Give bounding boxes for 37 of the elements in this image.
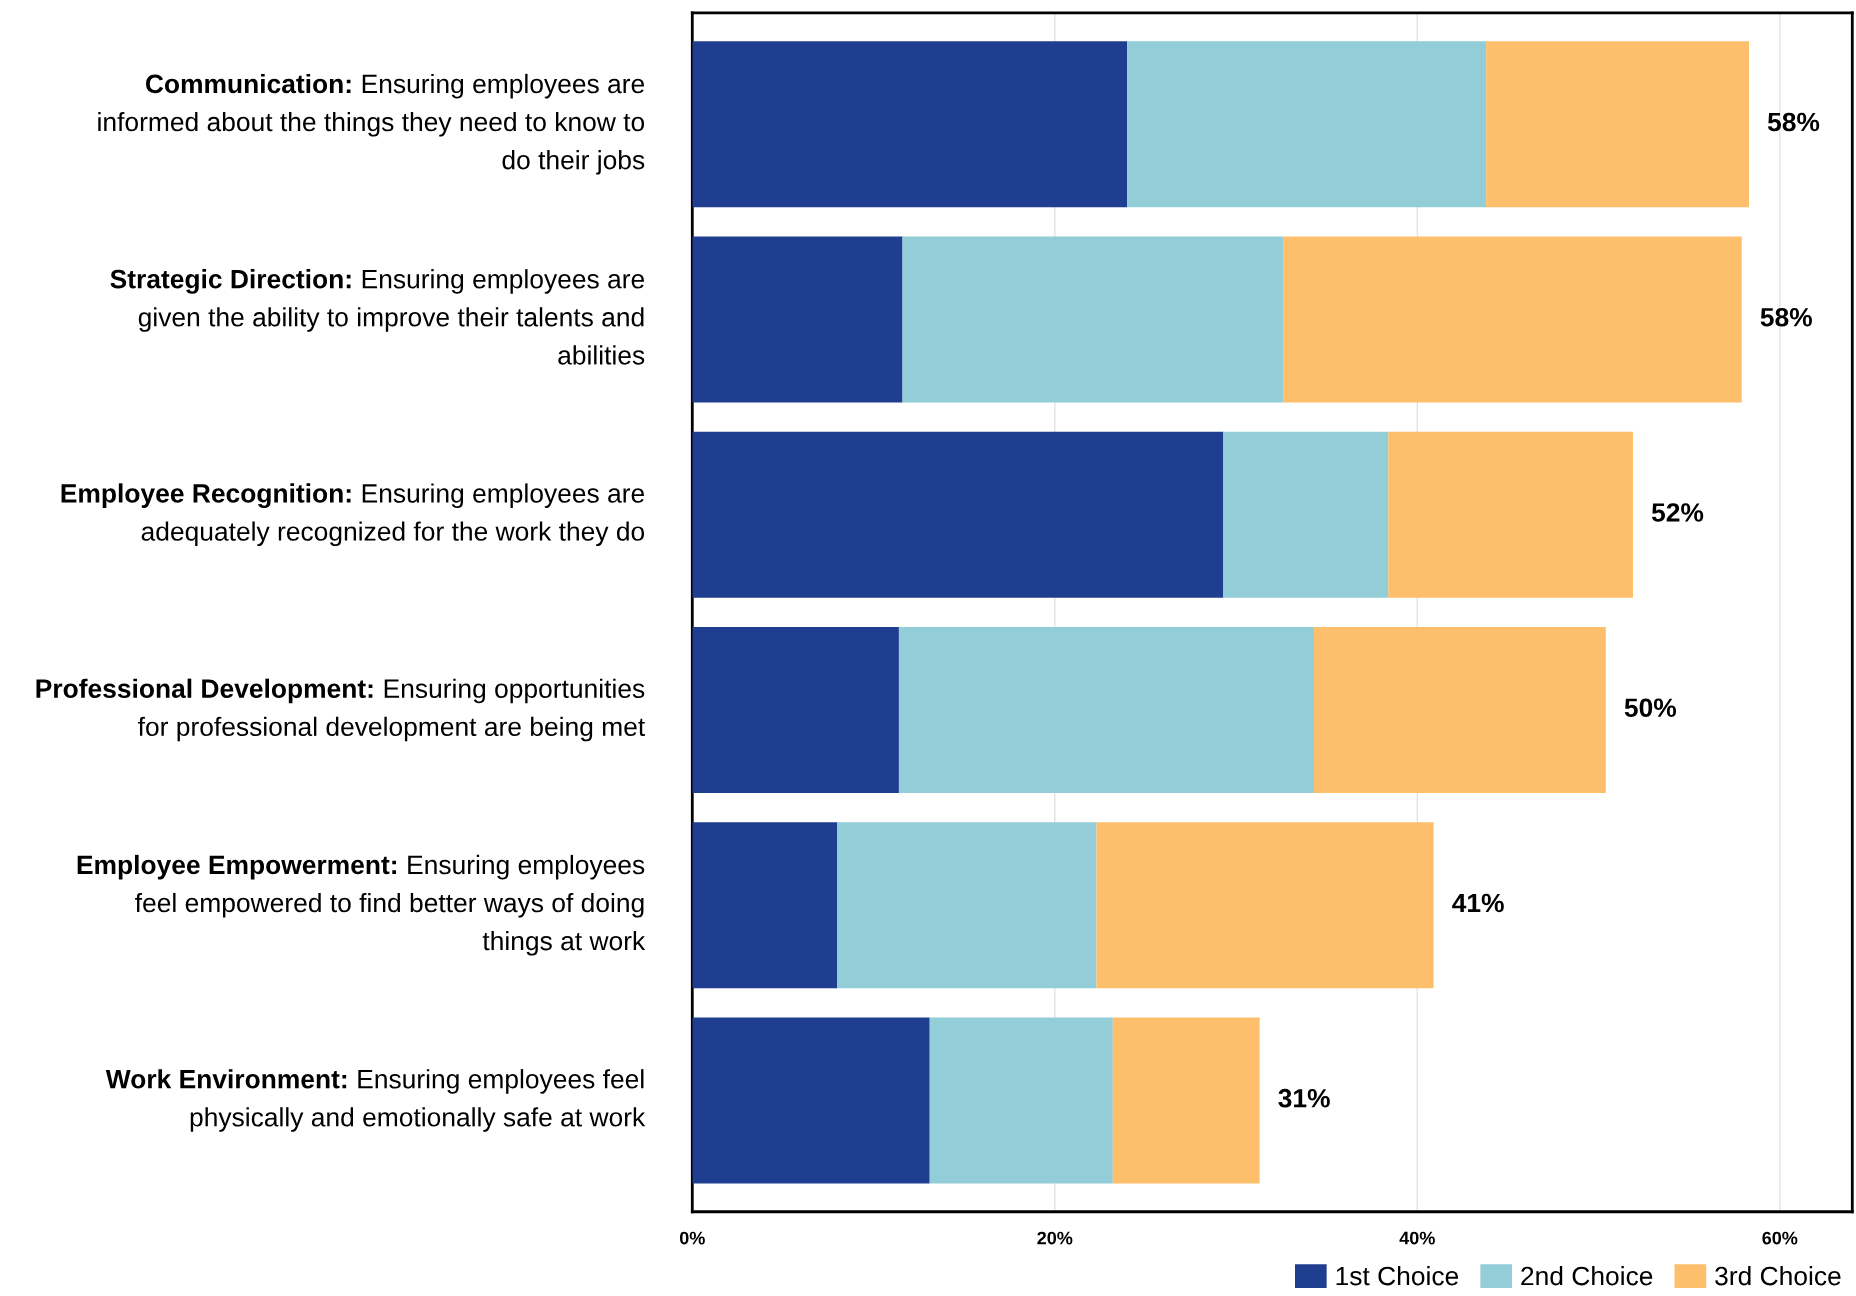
- bar: [1313, 627, 1606, 793]
- x-tick-label: 20%: [1037, 1231, 1073, 1245]
- total-label: 31%: [1278, 1088, 1330, 1108]
- bar: [1127, 41, 1487, 208]
- bar: [1112, 1017, 1260, 1184]
- bar: [1486, 41, 1749, 208]
- y-tick-label: Communication: Ensuring employees are informed about the things they need to know to do their jobs: [98, 73, 645, 175]
- total-label: 58%: [1767, 112, 1820, 132]
- bar: [692, 1017, 930, 1184]
- total-label: 50%: [1624, 698, 1677, 718]
- total-label: 52%: [1651, 503, 1704, 522]
- y-tick-label: Strategic Direction: Ensuring employees are given the ability to improve their talents and abilities: [110, 269, 645, 365]
- total-label: 41%: [1452, 893, 1504, 913]
- bar: [1283, 236, 1742, 403]
- bar: [1096, 822, 1434, 989]
- bar: [1223, 431, 1389, 598]
- bar: [692, 41, 1128, 208]
- bar: [902, 236, 1284, 403]
- x-tick-label: 40%: [1399, 1231, 1435, 1245]
- legend-label: 1st Choice: [1336, 1266, 1459, 1286]
- y-tick-label: Employee Empowerment: Ensuring employees feel empowered to find better ways of doing things at work: [77, 854, 646, 956]
- bar: [692, 627, 899, 793]
- bar: [929, 1017, 1113, 1184]
- x-tick-label: 0%: [679, 1231, 705, 1245]
- bar: [692, 431, 1224, 598]
- x-tick-label: 60%: [1762, 1231, 1798, 1245]
- bar: [837, 822, 1097, 989]
- bar: [692, 236, 903, 403]
- legend-label: 2nd Choice: [1521, 1266, 1653, 1286]
- y-tick-label: Professional Development: Ensuring opportunities for professional development are being met: [36, 678, 646, 742]
- y-tick-label: Employee Recognition: Ensuring employees are adequately recognized for the work they do: [61, 483, 645, 547]
- bar: [898, 627, 1314, 793]
- bar: [692, 822, 838, 989]
- bar: [1388, 431, 1633, 598]
- legend-label: 3rd Choice: [1715, 1266, 1841, 1286]
- y-tick-label: Work Environment: Ensuring employees feel physically and emotionally safe at work: [105, 1069, 646, 1132]
- total-label: 58%: [1760, 307, 1812, 327]
